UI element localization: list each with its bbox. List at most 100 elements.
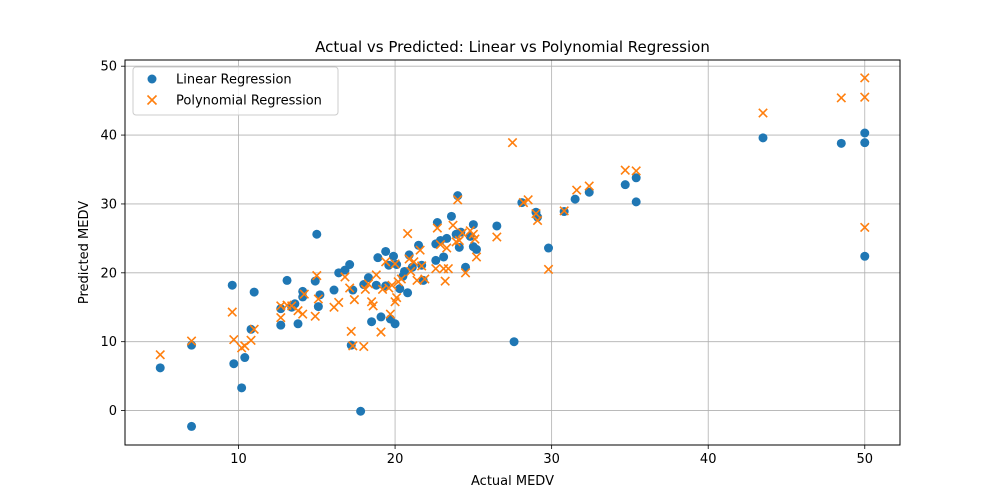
- linear-regression-point: [282, 275, 292, 285]
- y-tick-label: 30: [100, 197, 117, 212]
- legend-label-polynomial: Polynomial Regression: [176, 94, 322, 109]
- polynomial-regression-point: [396, 274, 407, 284]
- polynomial-regression-point: [471, 252, 482, 262]
- linear-regression-point: [367, 317, 377, 327]
- polynomial-regression-point: [340, 272, 350, 282]
- linear-regression-point: [229, 359, 239, 369]
- legend-label-linear: Linear Regression: [176, 73, 292, 88]
- polynomial-regression-point: [402, 228, 413, 239]
- linear-regression-point: [509, 337, 519, 347]
- linear-regression-point: [356, 406, 366, 416]
- linear-regression-point: [758, 133, 768, 143]
- polynomial-regression-point: [860, 73, 870, 83]
- linear-regression-point: [454, 242, 464, 252]
- linear-regression-point: [620, 180, 630, 190]
- linear-regression-point: [155, 363, 165, 373]
- polynomial-regression-point: [409, 257, 419, 267]
- linear-regression-point: [373, 253, 383, 263]
- x-tick-label: 10: [230, 452, 247, 467]
- linear-regression-point: [836, 138, 846, 148]
- polynomial-regression-point: [448, 220, 458, 231]
- linear-regression-point: [313, 302, 323, 312]
- linear-regression-point: [276, 320, 286, 330]
- linear-regression-point: [363, 273, 373, 283]
- linear-regression-point: [249, 287, 259, 297]
- polynomial-regression-point: [286, 301, 297, 311]
- polynomial-regression-point: [860, 92, 870, 102]
- polynomial-regression-point: [293, 305, 303, 316]
- polynomial-regression-point: [452, 195, 463, 205]
- polynomial-regression-point: [376, 327, 386, 337]
- linear-regression-point: [345, 260, 355, 270]
- linear-regression-point: [276, 304, 286, 314]
- linear-regression-point: [860, 251, 870, 261]
- legend-marker-linear: [147, 74, 157, 84]
- polynomial-regression-point: [358, 341, 369, 352]
- polynomial-regression-point: [440, 276, 450, 286]
- polynomial-regression-point: [518, 197, 529, 208]
- polynomial-regression-point: [349, 294, 360, 305]
- polynomial-regression-point: [186, 336, 197, 346]
- y-tick-label: 10: [100, 335, 117, 350]
- polynomial-regression-point: [371, 270, 382, 280]
- linear-regression-point: [293, 319, 303, 329]
- polynomial-regression-point: [412, 275, 422, 286]
- polynomial-regression-point: [333, 297, 344, 308]
- legend-marker-polynomial: [146, 94, 158, 106]
- polynomial-regression-point: [246, 335, 256, 346]
- y-tick-label: 0: [109, 404, 117, 419]
- y-axis-label: Predicted MEDV: [77, 201, 92, 304]
- linear-regression-point: [298, 286, 308, 296]
- polynomial-regression-point: [312, 270, 322, 281]
- linear-regression-point: [631, 173, 641, 183]
- linear-regression-point: [187, 421, 197, 431]
- linear-regression-point: [403, 288, 413, 298]
- polynomial-regression-point: [385, 309, 396, 319]
- linear-regression-point: [584, 187, 594, 197]
- polynomial-regression-point: [420, 274, 430, 284]
- polynomial-regression-point: [155, 350, 165, 360]
- polynomial-regression-point: [416, 261, 427, 271]
- linear-regression-point: [390, 319, 400, 329]
- polynomial-regression-point: [415, 245, 425, 255]
- linear-regression-point: [492, 221, 502, 231]
- polynomial-regression-point: [631, 166, 641, 176]
- polynomial-regression-point: [297, 309, 308, 319]
- y-tick-label: 40: [100, 129, 117, 144]
- linear-regression-point: [237, 383, 247, 393]
- linear-regression-point: [371, 280, 381, 290]
- polynomial-regression-point: [344, 283, 355, 293]
- polynomial-regression-point: [454, 235, 465, 246]
- linear-regression-point: [860, 138, 870, 148]
- linear-regression-point: [468, 220, 478, 230]
- x-axis-label: Actual MEDV: [471, 474, 554, 489]
- polynomial-regression-point: [620, 165, 630, 175]
- linear-regression-point: [544, 243, 554, 253]
- polynomial-regression-point: [532, 215, 543, 226]
- grid: [125, 60, 900, 445]
- polynomial-regression-point: [348, 341, 358, 351]
- x-tick-label: 30: [543, 452, 560, 467]
- linear-regression-point: [227, 280, 237, 290]
- polynomial-regression-point: [758, 108, 768, 118]
- linear-regression-point: [312, 229, 322, 239]
- polynomial-regression-point: [435, 239, 446, 250]
- polynomial-regression-point: [380, 257, 391, 267]
- polynomial-regression-point: [404, 254, 414, 264]
- linear-regression-point: [471, 244, 481, 254]
- linear-regression-point: [389, 251, 399, 261]
- polynomial-regression-point: [299, 289, 310, 299]
- polynomial-regression-point: [363, 279, 374, 289]
- linear-regression-point: [329, 285, 339, 295]
- polynomial-regression-point: [507, 137, 518, 148]
- linear-regression-point: [381, 246, 391, 256]
- polynomial-regression-point: [860, 222, 870, 233]
- polynomial-regression-point: [836, 93, 847, 103]
- linear-regression-point: [631, 197, 641, 207]
- linear-regression-point: [860, 128, 870, 138]
- polynomial-regression-point: [584, 181, 594, 191]
- polynomial-regression-point: [460, 268, 471, 278]
- polynomial-regression-point: [387, 280, 397, 290]
